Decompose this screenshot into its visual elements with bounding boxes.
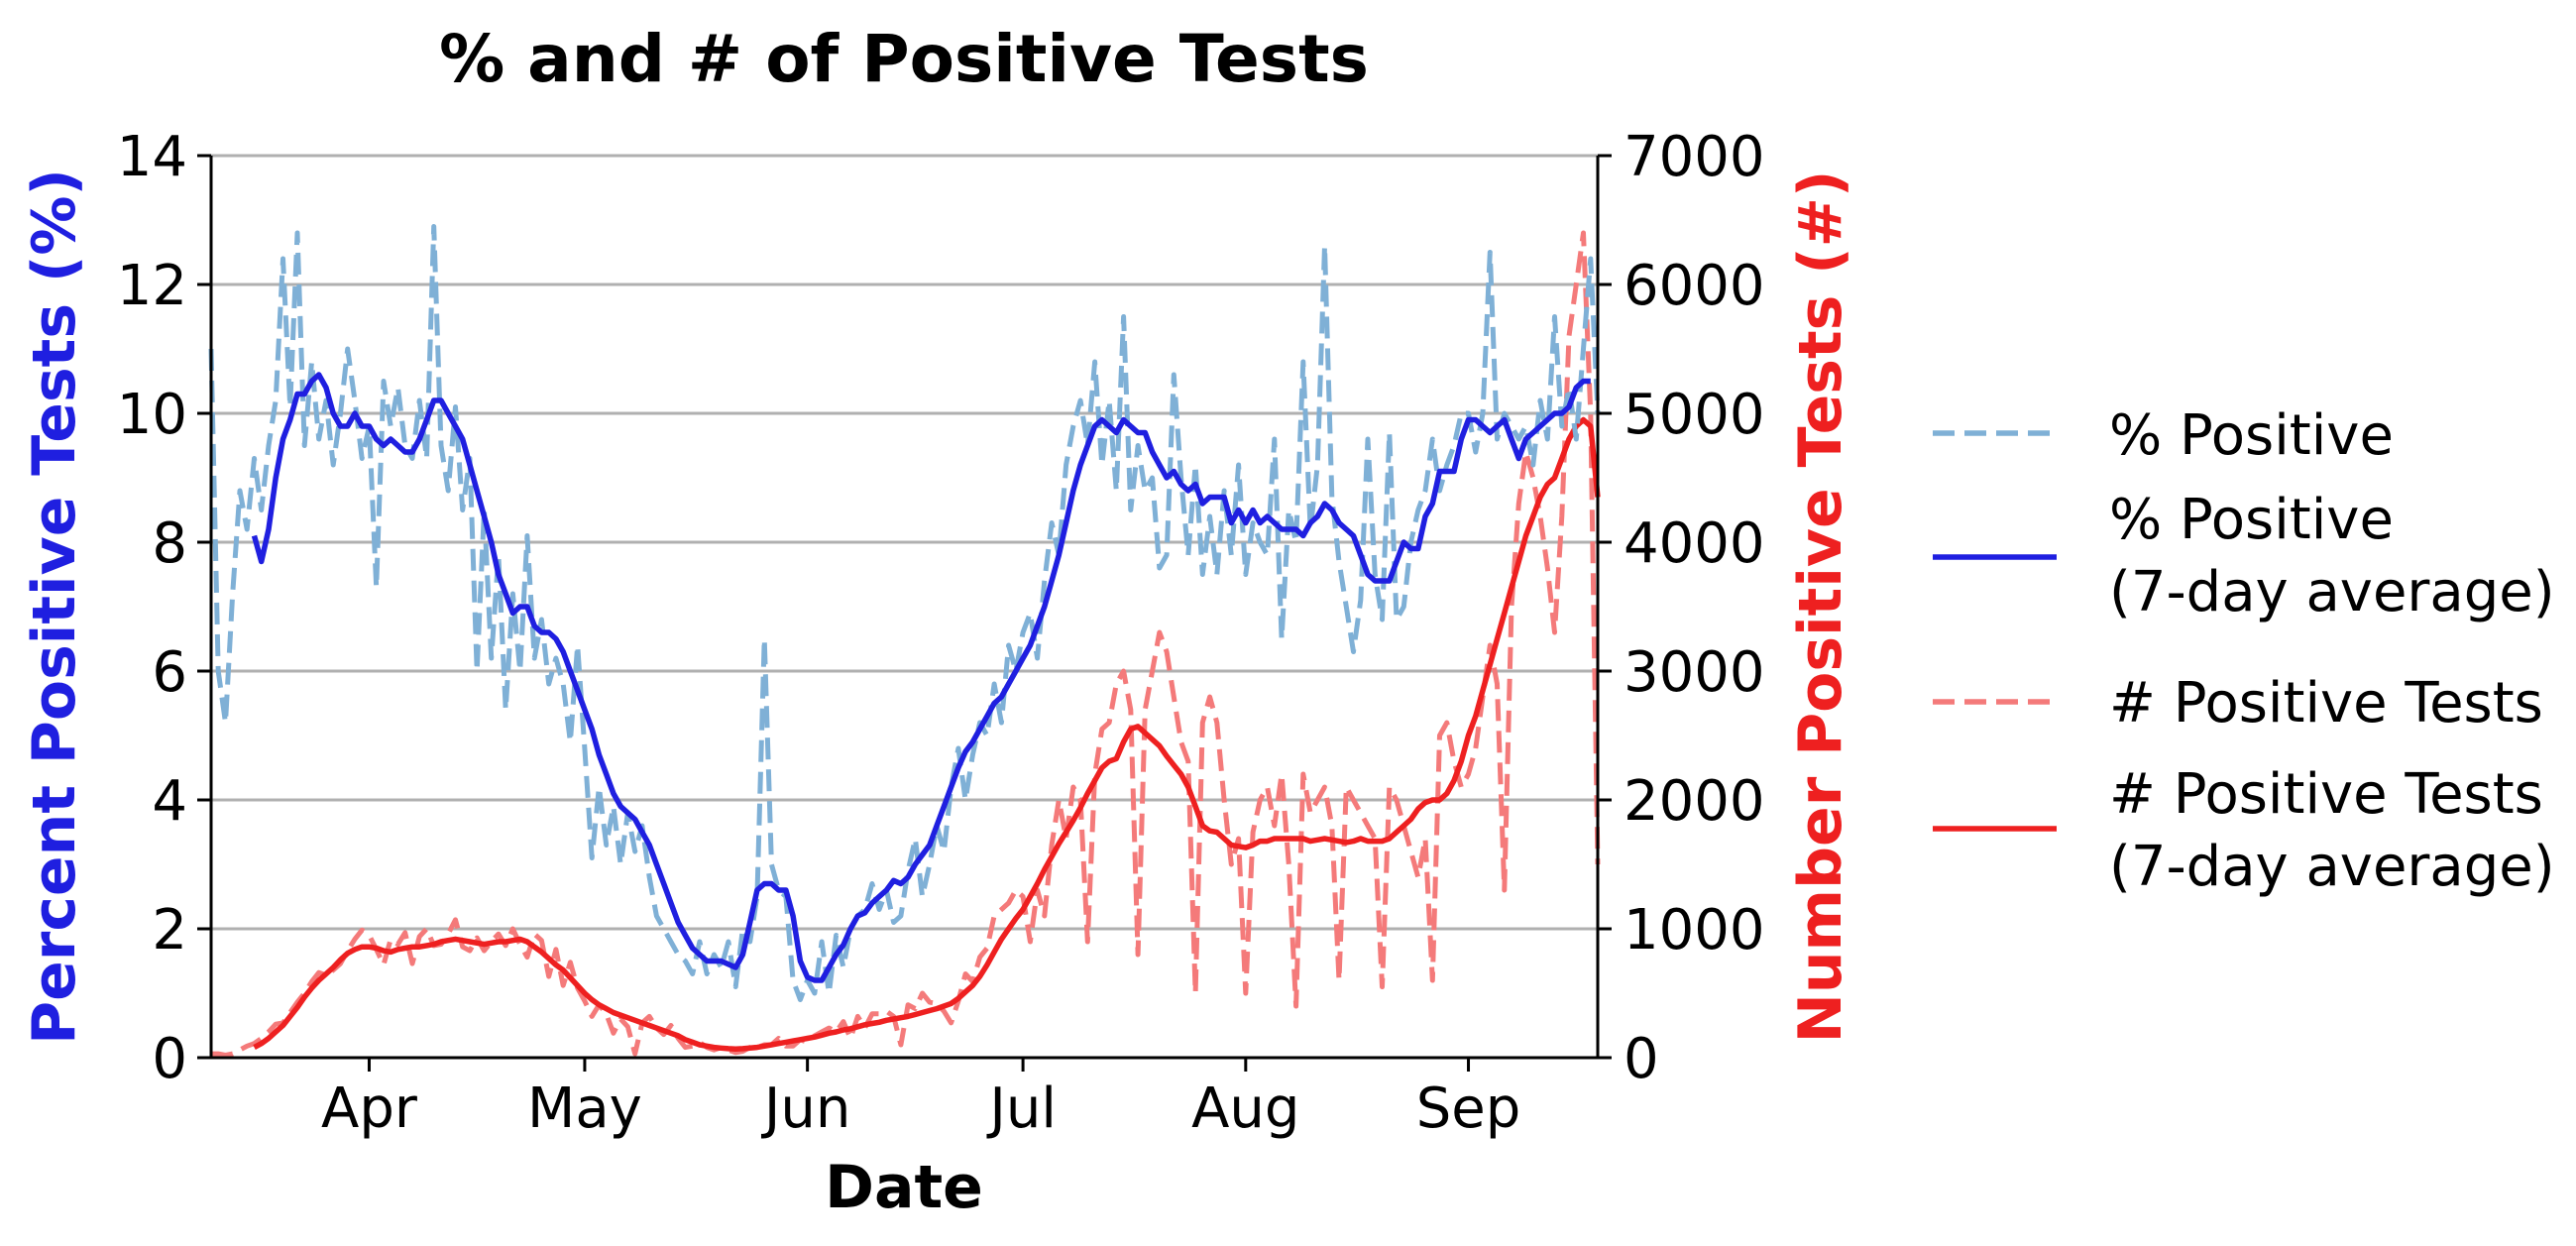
legend-label-2: (7-day average) [2109, 560, 2555, 624]
legend-label-4: # Positive Tests [2109, 762, 2543, 827]
series-line-2 [251, 372, 1591, 983]
y-left-tick-label: 4 [152, 769, 187, 834]
y-right-tick-label: 4000 [1624, 511, 1765, 576]
x-axis-label: Date [825, 1153, 983, 1222]
y-right-tick-label: 1000 [1624, 898, 1765, 963]
y-right-tick-label: 0 [1624, 1027, 1659, 1091]
legend-label-1: % Positive [2109, 403, 2394, 468]
y-left-tick-label: 0 [152, 1027, 187, 1091]
series-layer [208, 224, 1601, 1058]
y-axis-right-label: Number Positive Tests (#) [1786, 170, 1855, 1044]
x-tick-label: May [527, 1076, 642, 1141]
x-tick-label: Sep [1416, 1076, 1521, 1141]
x-tick-label: Jul [986, 1076, 1057, 1141]
axes: 0 2 4 6 8 10 12 14 0 1000 2000 3000 4000 5000 6000 7000… [117, 125, 1765, 1141]
y-left-tick-label: 14 [117, 125, 187, 189]
y-right-tick-label: 6000 [1624, 254, 1765, 318]
y-left-tick-label: 12 [117, 254, 187, 318]
y-right-tick-label: 3000 [1624, 640, 1765, 705]
legend-label-3: # Positive Tests [2109, 671, 2543, 736]
y-left-tick-label: 10 [117, 383, 187, 447]
series-line-1 [208, 224, 1601, 1002]
legend: % Positive % Positive (7-day average) # Pos… [1933, 403, 2555, 899]
series-line-4 [253, 416, 1601, 1052]
legend-label-2: % Positive [2109, 488, 2394, 552]
y-right-tick-label: 7000 [1624, 125, 1765, 189]
x-tick-label: Jun [761, 1076, 851, 1141]
y-left-tick-label: 6 [152, 640, 187, 705]
y-left-tick-label: 8 [152, 511, 187, 576]
legend-label-4: (7-day average) [2109, 835, 2555, 899]
chart-title: % and # of Positive Tests [439, 21, 1369, 97]
y-right-tick-label: 2000 [1624, 769, 1765, 834]
y-right-tick-label: 5000 [1624, 383, 1765, 447]
y-axis-left-label: Percent Positive Tests (%) [20, 169, 89, 1045]
x-tick-label: Aug [1191, 1076, 1299, 1141]
y-left-tick-label: 2 [152, 898, 187, 963]
x-tick-label: Apr [321, 1076, 418, 1141]
